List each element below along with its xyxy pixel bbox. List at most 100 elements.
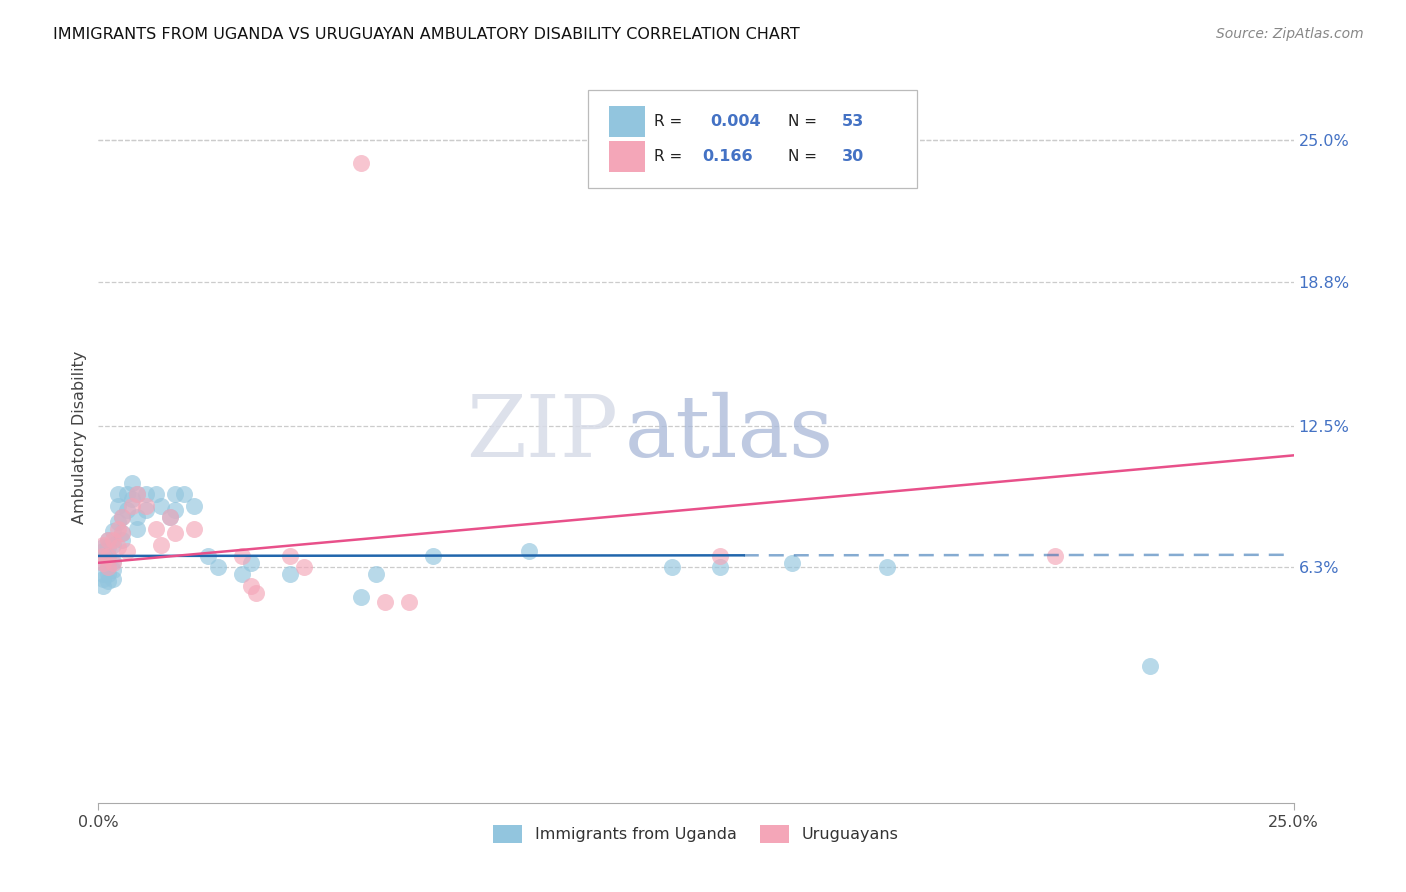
Point bbox=[876, 560, 898, 574]
Point bbox=[111, 526, 134, 541]
Point bbox=[97, 533, 120, 547]
Point bbox=[780, 556, 803, 570]
Point bbox=[91, 556, 114, 570]
Point bbox=[115, 544, 138, 558]
Point bbox=[101, 524, 124, 538]
Point bbox=[207, 560, 229, 574]
Point bbox=[97, 560, 120, 574]
Point bbox=[97, 549, 120, 563]
Point bbox=[173, 487, 195, 501]
Point bbox=[125, 487, 148, 501]
Point bbox=[145, 487, 167, 501]
Point bbox=[278, 567, 301, 582]
Point bbox=[115, 487, 138, 501]
Point bbox=[91, 549, 114, 563]
Point bbox=[97, 560, 120, 574]
Point bbox=[101, 572, 124, 586]
FancyBboxPatch shape bbox=[609, 106, 644, 137]
Point bbox=[350, 590, 373, 604]
Point bbox=[111, 510, 134, 524]
Point bbox=[517, 544, 540, 558]
Text: 30: 30 bbox=[842, 149, 865, 164]
Point bbox=[111, 526, 134, 541]
Point bbox=[107, 515, 129, 529]
Point bbox=[125, 510, 148, 524]
Point bbox=[240, 556, 263, 570]
Point bbox=[183, 521, 205, 535]
Point bbox=[91, 579, 114, 593]
Point bbox=[101, 533, 124, 547]
Point bbox=[709, 549, 731, 563]
Point bbox=[107, 540, 129, 554]
Point bbox=[121, 475, 143, 490]
Point bbox=[292, 560, 315, 574]
Point bbox=[398, 594, 420, 608]
Point bbox=[121, 491, 143, 506]
Point bbox=[1139, 658, 1161, 673]
Point bbox=[163, 487, 186, 501]
Point bbox=[231, 567, 253, 582]
Point bbox=[107, 487, 129, 501]
Point bbox=[97, 533, 120, 547]
Point bbox=[125, 487, 148, 501]
Point bbox=[149, 537, 172, 551]
Point bbox=[111, 533, 134, 547]
Text: N =: N = bbox=[787, 149, 823, 164]
Point bbox=[240, 579, 263, 593]
Text: 0.004: 0.004 bbox=[710, 114, 761, 129]
Point bbox=[163, 503, 186, 517]
Point bbox=[91, 537, 114, 551]
Text: atlas: atlas bbox=[624, 392, 834, 475]
Point bbox=[91, 544, 114, 558]
FancyBboxPatch shape bbox=[609, 141, 644, 171]
Point bbox=[245, 585, 267, 599]
Point bbox=[125, 521, 148, 535]
Point bbox=[135, 499, 157, 513]
Point bbox=[350, 156, 373, 170]
Point bbox=[159, 510, 181, 524]
Point bbox=[97, 567, 120, 582]
Point bbox=[121, 499, 143, 513]
Point bbox=[111, 510, 134, 524]
Point bbox=[97, 549, 120, 563]
Point bbox=[197, 549, 219, 563]
FancyBboxPatch shape bbox=[589, 90, 917, 188]
Point bbox=[278, 549, 301, 563]
Text: 53: 53 bbox=[842, 114, 865, 129]
Y-axis label: Ambulatory Disability: Ambulatory Disability bbox=[72, 351, 87, 524]
Point bbox=[91, 540, 114, 554]
Text: ZIP: ZIP bbox=[467, 392, 619, 475]
Point bbox=[1043, 549, 1066, 563]
Text: N =: N = bbox=[787, 114, 823, 129]
Point bbox=[91, 572, 114, 586]
Point bbox=[101, 553, 124, 567]
Point bbox=[145, 521, 167, 535]
Point bbox=[97, 574, 120, 588]
Text: IMMIGRANTS FROM UGANDA VS URUGUAYAN AMBULATORY DISABILITY CORRELATION CHART: IMMIGRANTS FROM UGANDA VS URUGUAYAN AMBU… bbox=[53, 27, 800, 42]
Point bbox=[163, 526, 186, 541]
Point bbox=[231, 549, 253, 563]
Point bbox=[149, 499, 172, 513]
Point bbox=[101, 563, 124, 577]
Point bbox=[101, 556, 124, 570]
Point bbox=[135, 487, 157, 501]
Text: R =: R = bbox=[654, 114, 688, 129]
Text: R =: R = bbox=[654, 149, 688, 164]
Point bbox=[101, 537, 124, 551]
Point bbox=[107, 521, 129, 535]
Point bbox=[91, 567, 114, 582]
Point bbox=[107, 499, 129, 513]
Text: Source: ZipAtlas.com: Source: ZipAtlas.com bbox=[1216, 27, 1364, 41]
Point bbox=[422, 549, 444, 563]
Point bbox=[709, 560, 731, 574]
Point bbox=[374, 594, 396, 608]
Point bbox=[364, 567, 387, 582]
Point bbox=[115, 503, 138, 517]
Point bbox=[97, 540, 120, 554]
Legend: Immigrants from Uganda, Uruguayans: Immigrants from Uganda, Uruguayans bbox=[486, 819, 905, 850]
Point bbox=[135, 503, 157, 517]
Point bbox=[183, 499, 205, 513]
Point bbox=[661, 560, 683, 574]
Text: 0.166: 0.166 bbox=[702, 149, 752, 164]
Point bbox=[159, 510, 181, 524]
